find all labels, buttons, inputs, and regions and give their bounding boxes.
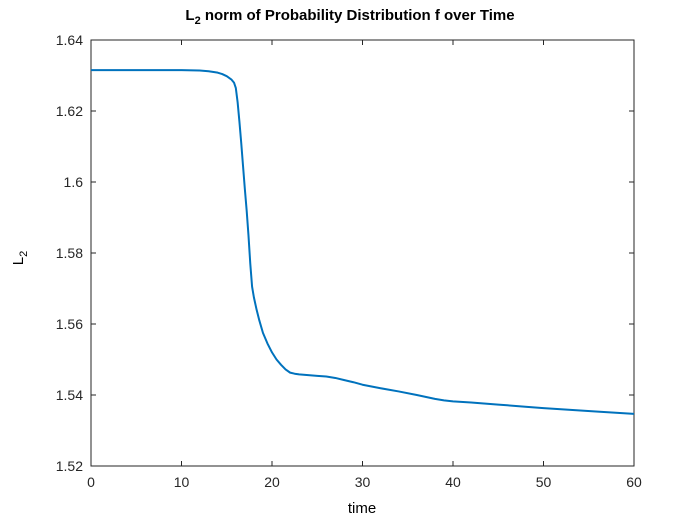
axes-box — [90, 39, 635, 467]
y-tick-label: 1.54 — [56, 387, 83, 403]
chart-title: L2 norm of Probability Distribution f ov… — [0, 7, 700, 27]
chart-title-rest: norm of Probability Distribution f over … — [200, 7, 515, 24]
chart-title-main: L — [185, 7, 195, 24]
x-axis-label: time — [347, 500, 377, 517]
y-axis-label: L2 — [10, 251, 30, 265]
axes-frame — [90, 39, 635, 467]
x-tick-label: 10 — [174, 474, 190, 490]
x-ticks: 0 10 20 30 40 50 60 — [87, 40, 642, 490]
x-tick-label: 60 — [626, 474, 642, 490]
y-tick-label: 1.58 — [56, 245, 83, 261]
y-tick-label: 1.62 — [56, 103, 83, 119]
series-group — [91, 69, 635, 415]
x-tick-label: 50 — [536, 474, 552, 490]
x-tick-label: 20 — [264, 474, 280, 490]
y-tick-label: 1.56 — [56, 316, 83, 332]
y-axis-label-subscript: 2 — [18, 250, 30, 257]
y-tick-label: 1.6 — [64, 174, 84, 190]
y-tick-label: 1.52 — [56, 458, 83, 474]
y-ticks: 1.52 1.54 1.56 1.58 1.6 1.62 1.64 — [56, 32, 634, 474]
chart-title-subscript: 2 — [194, 15, 201, 27]
x-tick-label: 0 — [87, 474, 95, 490]
x-tick-label: 30 — [355, 474, 371, 490]
series-line — [91, 69, 635, 415]
x-tick-label: 40 — [445, 474, 461, 490]
y-tick-label: 1.64 — [56, 32, 83, 48]
y-axis-label-main: L — [10, 256, 27, 266]
